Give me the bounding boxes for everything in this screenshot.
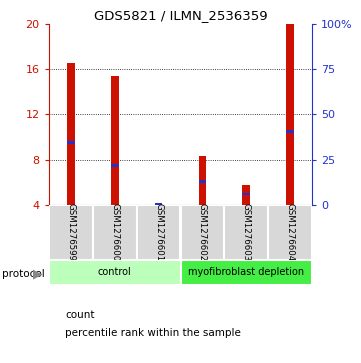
Bar [67, 63, 75, 205]
Text: control: control [98, 267, 131, 277]
Bar [180, 260, 312, 285]
Bar [286, 24, 294, 205]
Bar [67, 142, 75, 144]
Bar [180, 205, 225, 260]
Text: GSM1276604: GSM1276604 [286, 203, 295, 261]
Bar [199, 156, 206, 205]
Bar [243, 192, 250, 195]
Bar [155, 204, 162, 205]
Text: ▶: ▶ [33, 268, 43, 281]
Text: GSM1276599: GSM1276599 [66, 203, 75, 261]
Title: GDS5821 / ILMN_2536359: GDS5821 / ILMN_2536359 [94, 9, 267, 23]
Bar [49, 205, 93, 260]
Text: GSM1276602: GSM1276602 [198, 203, 207, 261]
Text: GSM1276601: GSM1276601 [154, 203, 163, 261]
Bar [49, 260, 180, 285]
Bar [225, 205, 268, 260]
Bar [268, 205, 312, 260]
Bar [243, 185, 250, 205]
Bar [93, 205, 136, 260]
Text: count: count [65, 310, 95, 320]
Bar [199, 180, 206, 183]
Text: myofibroblast depletion: myofibroblast depletion [188, 267, 304, 277]
Text: percentile rank within the sample: percentile rank within the sample [65, 328, 241, 338]
Text: GSM1276600: GSM1276600 [110, 203, 119, 261]
Bar [111, 76, 118, 205]
Text: protocol: protocol [2, 269, 44, 279]
Bar [286, 130, 294, 132]
Text: GSM1276603: GSM1276603 [242, 203, 251, 261]
Bar [155, 203, 162, 205]
Bar [136, 205, 180, 260]
Bar [111, 164, 118, 167]
